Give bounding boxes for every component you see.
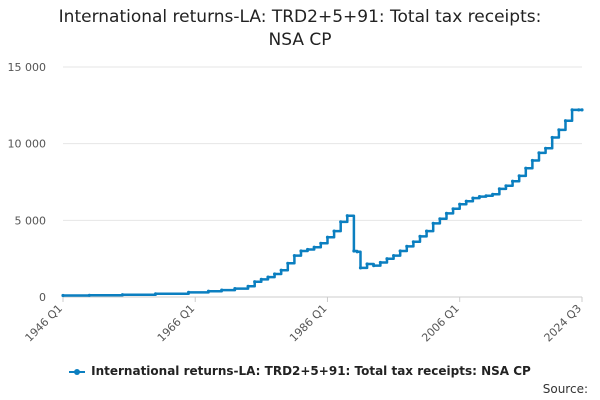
data-point[interactable] (325, 235, 330, 239)
legend-label: International returns-LA: TRD2+5+91: Tot… (91, 364, 531, 378)
data-point[interactable] (580, 108, 584, 112)
chart-title: International returns-LA: TRD2+5+91: Tot… (0, 6, 600, 52)
x-tick-label: 1986 Q1 (287, 302, 330, 345)
data-point[interactable] (537, 151, 541, 155)
y-tick-label: 10 000 (8, 138, 47, 151)
x-axis: 1946 Q1 1966 Q1 1986 Q1 2006 Q1 2024 Q3 (23, 296, 585, 345)
series-layer (61, 108, 584, 298)
data-point[interactable] (530, 158, 535, 163)
data-point[interactable] (312, 245, 316, 249)
legend-swatch (69, 368, 86, 375)
legend: International returns-LA: TRD2+5+91: Tot… (0, 364, 600, 378)
data-point[interactable] (378, 260, 382, 265)
data-point[interactable] (286, 261, 290, 265)
data-point[interactable] (438, 217, 442, 221)
y-tick-label: 5 000 (15, 214, 47, 227)
data-point[interactable] (458, 202, 462, 206)
data-point[interactable] (398, 249, 402, 253)
data-point[interactable] (418, 234, 422, 238)
data-point[interactable] (451, 207, 455, 211)
data-point[interactable] (524, 166, 528, 170)
source-label: Source: (542, 382, 588, 396)
x-tick-label: 1946 Q1 (23, 302, 66, 345)
data-point[interactable] (392, 254, 396, 258)
data-point[interactable] (332, 229, 336, 233)
data-point[interactable] (405, 244, 409, 248)
data-point[interactable] (365, 262, 369, 266)
data-point[interactable] (253, 280, 257, 284)
data-point[interactable] (266, 275, 270, 279)
data-point[interactable] (385, 257, 389, 261)
gridlines (63, 66, 582, 298)
data-point[interactable] (355, 250, 359, 254)
series-line-0 (61, 108, 584, 297)
data-point[interactable] (504, 184, 508, 188)
data-point[interactable] (491, 192, 495, 196)
data-point[interactable] (557, 128, 561, 132)
data-point[interactable] (471, 196, 475, 200)
data-point[interactable] (372, 264, 376, 268)
data-point[interactable] (411, 240, 415, 244)
data-point[interactable] (431, 221, 435, 225)
data-point[interactable] (550, 135, 554, 140)
data-point[interactable] (299, 249, 303, 253)
x-tick-label: 2024 Q3 (542, 302, 585, 345)
chart-title-line-1: International returns-LA: TRD2+5+91: Tot… (58, 7, 542, 27)
data-point[interactable] (154, 292, 158, 296)
data-point[interactable] (292, 254, 296, 258)
data-point[interactable] (206, 289, 211, 293)
data-point[interactable] (544, 146, 548, 150)
data-point[interactable] (464, 199, 468, 203)
data-point[interactable] (444, 211, 449, 215)
x-tick-label: 2006 Q1 (419, 302, 462, 345)
data-point[interactable] (517, 174, 521, 178)
data-point[interactable] (345, 214, 349, 218)
x-tick-label: 1966 Q1 (155, 302, 198, 345)
data-point[interactable] (259, 277, 263, 281)
data-point[interactable] (279, 268, 283, 272)
data-point[interactable] (497, 187, 501, 191)
data-point[interactable] (220, 288, 224, 292)
data-point[interactable] (352, 249, 356, 253)
data-point[interactable] (120, 293, 125, 297)
data-point[interactable] (484, 194, 488, 198)
data-point[interactable] (87, 293, 91, 297)
data-point[interactable] (477, 195, 482, 199)
data-point[interactable] (510, 179, 515, 183)
data-point[interactable] (577, 108, 581, 112)
data-point[interactable] (339, 220, 343, 224)
data-point[interactable] (61, 293, 65, 298)
data-point[interactable] (246, 284, 250, 288)
data-point[interactable] (306, 247, 310, 252)
data-point[interactable] (233, 287, 237, 291)
data-point[interactable] (358, 266, 363, 270)
data-point[interactable] (563, 119, 568, 123)
data-point[interactable] (319, 241, 323, 245)
y-tick-label: 15 000 (8, 61, 47, 74)
data-point[interactable] (273, 272, 277, 276)
y-tick-label: 0 (39, 291, 46, 304)
data-point[interactable] (187, 290, 191, 294)
chart-title-line-2: NSA CP (268, 30, 332, 50)
y-axis: 0 5 000 10 000 15 000 (8, 61, 47, 304)
data-point[interactable] (425, 229, 429, 233)
data-point[interactable] (570, 108, 574, 112)
